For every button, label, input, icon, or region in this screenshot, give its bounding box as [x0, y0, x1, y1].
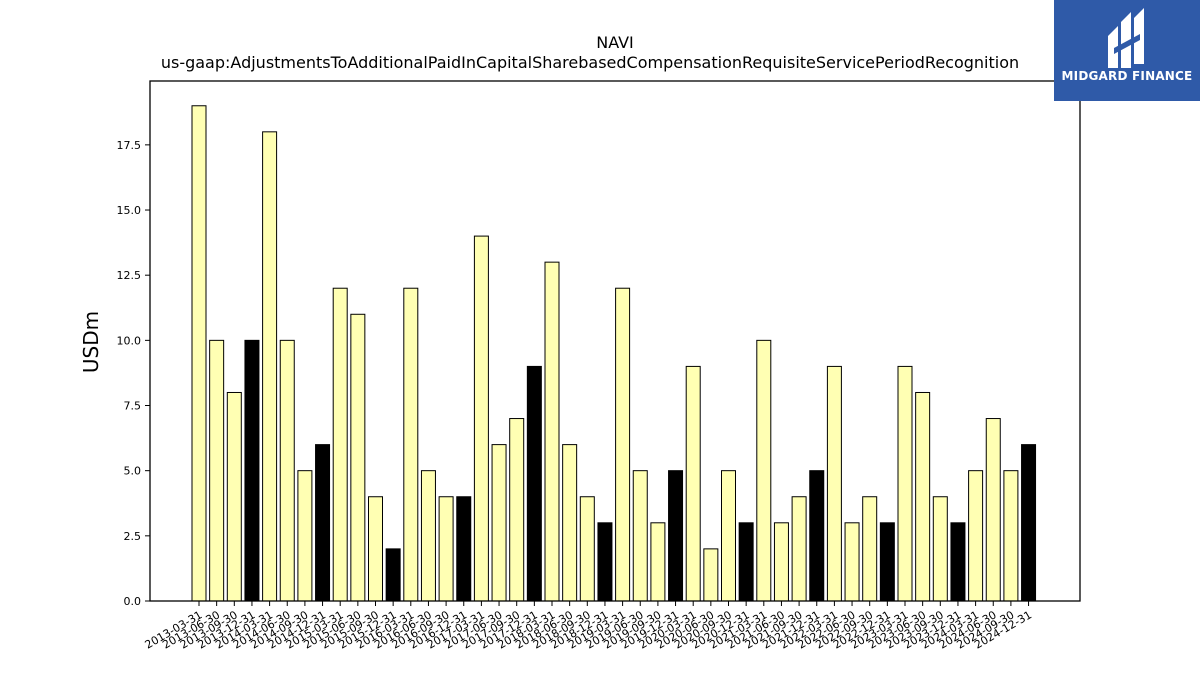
- bar: [879, 522, 895, 602]
- plot-frame: [149, 80, 1081, 602]
- bar: [332, 287, 348, 602]
- bar: [985, 418, 1001, 602]
- y-tick-label: 10.0: [117, 334, 142, 347]
- bar: [544, 261, 560, 602]
- bar: [932, 496, 948, 602]
- bar: [615, 287, 631, 602]
- y-tick-label: 5.0: [124, 465, 142, 478]
- bar: [279, 339, 295, 602]
- x-ticks-group: 2013-03-312013-06-302013-09-302013-12-31…: [143, 601, 1034, 652]
- bar: [456, 496, 472, 602]
- bar: [244, 339, 260, 602]
- midgard-logo-icon: [1108, 8, 1144, 68]
- y-tick-label: 17.5: [117, 139, 142, 152]
- bar: [226, 391, 242, 602]
- bar: [438, 496, 454, 602]
- bar: [844, 522, 860, 602]
- y-tick-label: 0.0: [124, 595, 142, 608]
- bar: [685, 365, 701, 602]
- bar: [809, 470, 825, 602]
- bar: [420, 470, 436, 602]
- bar: [862, 496, 878, 602]
- y-tick-label: 7.5: [124, 400, 142, 413]
- bar: [403, 287, 419, 602]
- bar: [562, 444, 578, 602]
- chart-title: NAVI: [596, 33, 634, 52]
- bar: [738, 522, 754, 602]
- y-tick-label: 15.0: [117, 204, 142, 217]
- bar: [297, 470, 313, 602]
- bar: [368, 496, 383, 602]
- bar: [791, 496, 807, 602]
- bar: [491, 444, 507, 602]
- bar: [915, 391, 931, 602]
- y-tick-label: 12.5: [117, 269, 142, 282]
- bar: [703, 548, 719, 602]
- y-tick-label: 2.5: [124, 530, 142, 543]
- bar: [632, 470, 648, 602]
- bar: [968, 470, 984, 602]
- bar: [262, 131, 278, 602]
- midgard-finance-logo: MIDGARD FINANCE: [1054, 0, 1200, 101]
- bars-group: [191, 105, 1037, 602]
- bar: [897, 365, 913, 602]
- y-ticks-group: 0.0 2.5 5.0 7.5 10.0 12.5 15.0 17.5: [117, 139, 150, 608]
- bar: [473, 235, 489, 602]
- y-axis-label: USDm: [79, 311, 103, 373]
- logo-text: MIDGARD FINANCE: [1061, 69, 1193, 83]
- bar: [721, 470, 736, 602]
- bar: [950, 522, 966, 602]
- bar: [597, 522, 613, 602]
- bar: [209, 339, 225, 602]
- bar: [773, 522, 789, 602]
- bar: [350, 313, 366, 602]
- bar: [756, 339, 772, 602]
- bar: [315, 444, 331, 602]
- bar: [385, 548, 401, 602]
- bar: [1021, 444, 1037, 602]
- bar: [668, 470, 684, 602]
- bar: [509, 418, 525, 602]
- bar: [1003, 470, 1019, 602]
- bar: [191, 105, 207, 602]
- chart-subtitle: us-gaap:AdjustmentsToAdditionalPaidInCap…: [161, 53, 1019, 72]
- bar: [650, 522, 666, 602]
- bar: [526, 365, 542, 602]
- bar: [579, 496, 595, 602]
- bar: [826, 365, 842, 602]
